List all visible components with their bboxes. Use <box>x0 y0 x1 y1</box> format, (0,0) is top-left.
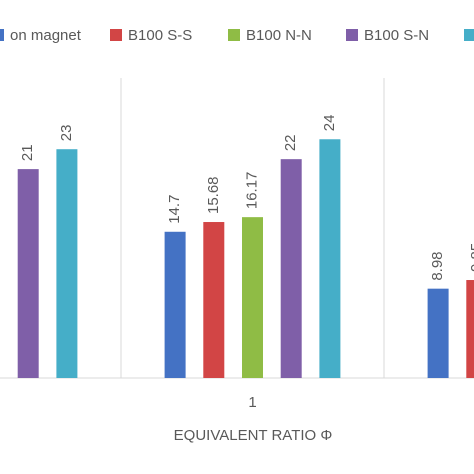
x-tick-label: 1 <box>248 394 256 411</box>
legend-swatch <box>110 29 122 41</box>
legend-label: B100 S-N <box>364 27 429 44</box>
bar <box>56 149 78 378</box>
legend-swatch <box>0 29 4 41</box>
data-label: 14.7 <box>166 195 183 224</box>
data-label: 24 <box>321 115 338 132</box>
bar <box>242 217 263 378</box>
legend-swatch <box>228 29 240 41</box>
data-label: 15.68 <box>205 176 222 214</box>
bar <box>466 280 474 378</box>
bar <box>17 169 39 378</box>
data-label: 16.17 <box>243 172 260 210</box>
data-label: 21 <box>19 144 36 161</box>
legend-swatch <box>464 29 474 41</box>
x-axis-title: EQUIVALENT RATIO Φ <box>174 427 333 444</box>
legend-swatch <box>346 29 358 41</box>
data-label: 8.98 <box>429 251 446 280</box>
bar <box>319 139 341 378</box>
legend-label: B100 S-S <box>128 27 192 44</box>
data-label: 9.85 <box>468 243 474 272</box>
legend-label: on magnet <box>10 27 82 44</box>
data-label: 23 <box>58 125 75 142</box>
data-label: 22 <box>282 134 299 151</box>
bar <box>280 159 302 378</box>
bar <box>203 222 225 378</box>
bar <box>164 231 186 378</box>
legend-label: B100 N-N <box>246 27 312 44</box>
bar <box>427 288 449 378</box>
